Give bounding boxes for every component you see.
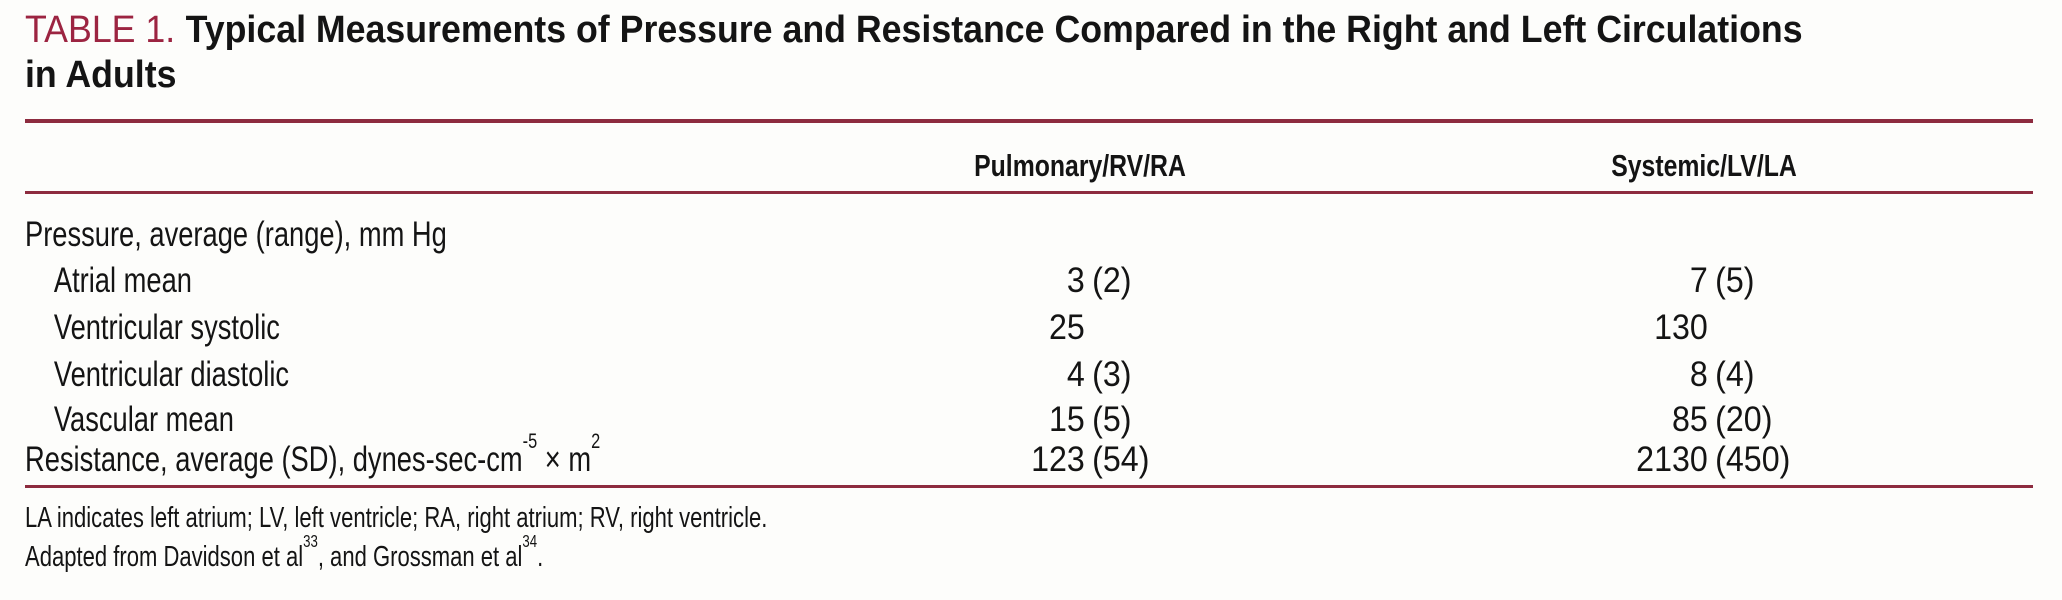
table-title-line1: TABLE 1. Typical Measurements of Pressure…: [25, 8, 1803, 53]
cell-pulmonary-value: 123 (54): [1031, 440, 1150, 479]
table-row-ventricular-diastolic: Ventricular diastolic 4 (3) 8 (4): [0, 352, 2062, 398]
table-title-text: Typical Measurements of Pressure and Res…: [185, 9, 1803, 51]
cell-pulmonary-value: 25: [1048, 308, 1085, 347]
cell-pulmonary-value: 3 (2): [1066, 261, 1132, 300]
cell-pulmonary-value: 15 (5): [1048, 400, 1132, 439]
row-label: Resistance, average (SD), dynes-sec-cm-5…: [25, 429, 601, 479]
table-title-line2: in Adults: [25, 54, 177, 96]
cell-pulmonary-value: 4 (3): [1066, 355, 1132, 394]
citation-superscript: 34: [522, 530, 538, 551]
footnote-abbreviations: LA indicates left atrium; LV, left ventr…: [25, 502, 768, 534]
table-row-ventricular-systolic: Ventricular systolic 25 130: [0, 305, 2062, 351]
cell-systemic-value: 85 (20): [1671, 400, 1773, 439]
citation-superscript: 33: [303, 530, 318, 551]
table-row-pressure-group: Pressure, average (range), mm Hg: [0, 212, 2062, 258]
footnote-source: Adapted from Davidson et al33, and Gross…: [25, 530, 544, 573]
divider-rule-top: [25, 119, 2033, 123]
cell-systemic-value: 8 (4): [1689, 355, 1755, 394]
row-label: Ventricular systolic: [53, 308, 280, 347]
divider-rule-header: [25, 191, 2033, 194]
row-label: Pressure, average (range), mm Hg: [25, 215, 447, 254]
cell-pulmonary-value: [956, 212, 1092, 258]
row-label: Vascular mean: [53, 400, 234, 439]
divider-rule-bottom: [25, 485, 2033, 488]
cell-systemic-value: 130: [1654, 308, 1708, 347]
exponent-superscript: -5: [522, 429, 538, 453]
cell-systemic-value: 2130 (450): [1636, 440, 1791, 479]
table-row-atrial-mean: Atrial mean 3 (2) 7 (5): [0, 258, 2062, 304]
row-label: Atrial mean: [53, 261, 192, 300]
table-row-vascular-mean: Vascular mean 15 (5) 85 (20): [0, 397, 2062, 443]
cell-systemic-value: 7 (5): [1689, 261, 1755, 300]
exponent-superscript: 2: [591, 429, 601, 453]
table-title: TABLE 1. Typical Measurements of Pressure…: [25, 8, 1803, 98]
column-header-systemic: Systemic/LV/LA: [1611, 148, 1797, 183]
table-number-label: TABLE 1.: [25, 9, 176, 51]
table-row-resistance: Resistance, average (SD), dynes-sec-cm-5…: [0, 429, 2062, 483]
column-header-pulmonary: Pulmonary/RV/RA: [974, 148, 1186, 183]
row-label: Ventricular diastolic: [53, 355, 290, 394]
cell-systemic-value: [1579, 212, 1715, 258]
